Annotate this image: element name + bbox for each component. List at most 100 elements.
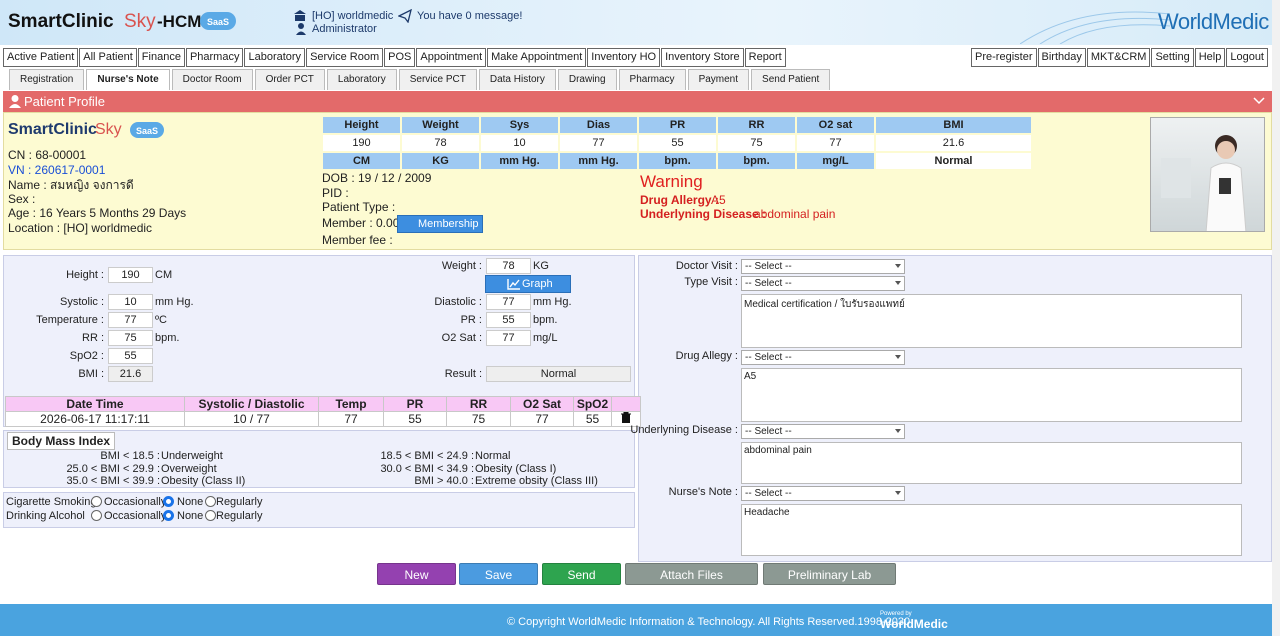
action-button[interactable]: Preliminary Lab [763,563,896,585]
drug-allergy-label: Drug Allergy : [640,193,719,207]
membership-button[interactable]: Membership [397,215,483,233]
field-label: Height : [66,269,104,281]
menu-item[interactable]: POS [384,48,416,67]
select[interactable]: -- Select -- [741,259,905,274]
field-label: RR : [82,332,104,344]
menu-item[interactable]: Finance [137,48,185,67]
tab[interactable]: Service PCT [398,69,477,90]
field-input[interactable]: 77 [108,312,153,328]
branch-icon [294,10,306,21]
table-row: Height Weight Sys Dias PR RR O2 sat BMI [321,115,1033,135]
table-row: Date Time Systolic / Diastolic Temp PR RR O2 … [5,396,641,412]
table-cell: Normal [874,151,1033,171]
menu-item[interactable]: Pharmacy [185,48,244,67]
graph-button[interactable]: Graph [485,275,571,293]
tab[interactable]: Payment [687,69,750,90]
tab[interactable]: Laboratory [326,69,397,90]
menu-item[interactable]: Active Patient [3,48,79,67]
action-button[interactable]: Send [542,563,621,585]
table-cell: 77 [795,133,876,153]
select[interactable]: -- Select -- [741,486,905,501]
menu-item[interactable]: Inventory HO [587,48,661,67]
tab[interactable]: Pharmacy [618,69,686,90]
menu-item[interactable]: Service Room [306,48,384,67]
table-cell: 10 [479,133,560,153]
action-button[interactable]: Save [459,563,538,585]
select[interactable]: -- Select -- [741,424,905,439]
select[interactable]: -- Select -- [741,350,905,365]
tab[interactable]: Data History [478,69,556,90]
table-cell: O2 sat [795,115,876,135]
profile-title: Patient Profile [24,94,105,109]
textarea[interactable]: Headache [741,504,1242,556]
delete-cell[interactable] [611,411,641,427]
field-input[interactable]: 75 [108,330,153,346]
collapse-icon[interactable] [1253,96,1265,106]
radio[interactable] [91,510,102,521]
table-cell: 2026-06-17 11:17:11 [5,411,185,427]
profile-brand-sky: Sky [95,121,122,138]
menu-item[interactable]: Laboratory [244,48,306,67]
patient-name: Name : สมหญิง จงการดี [8,178,134,192]
tab[interactable]: Nurse's Note [86,69,170,90]
field-input[interactable]: 10 [108,294,153,310]
menu-item[interactable]: Birthday [1037,48,1086,67]
radio[interactable] [205,496,216,507]
menu-item[interactable]: Appointment [416,48,487,67]
field-label: Weight : [441,260,482,272]
powered-by: Powered by [880,611,912,617]
radio-label: Occasionally [104,496,167,508]
tab[interactable]: Send Patient [751,69,831,90]
bmi-range: 35.0 < BMI < 39.9 : [66,475,160,487]
table-cell: 21.6 [874,133,1033,153]
textarea[interactable]: A5 [741,368,1242,422]
menu-item[interactable]: All Patient [79,48,137,67]
patient-dob: DOB : 19 / 12 / 2009 [322,171,432,185]
field-unit: mg/L [533,332,558,344]
radio-label: Occasionally [104,510,167,522]
menu-item[interactable]: MKT&CRM [1086,48,1151,67]
table-cell: 55 [383,411,447,427]
tab[interactable]: Doctor Room [171,69,253,90]
menu-item[interactable]: Pre-register [971,48,1037,67]
radio[interactable] [205,510,216,521]
field-input[interactable]: 77 [486,330,531,346]
menu-item[interactable]: Make Appointment [487,48,587,67]
field-input[interactable]: Normal [486,366,631,382]
field-input[interactable]: 21.6 [108,366,153,382]
footer-bar [0,604,1272,636]
tab[interactable]: Registration [9,69,85,90]
brand-suffix: -HCMS [157,12,213,31]
select[interactable]: -- Select -- [741,276,905,291]
field-input[interactable]: 55 [108,348,153,364]
menu-item[interactable]: Inventory Store [661,48,744,67]
action-button[interactable]: New [377,563,456,585]
textarea[interactable]: Medical certification / ใบรับรองแพทย์ [741,294,1242,348]
bmi-title: Body Mass Index [7,432,116,450]
textarea[interactable]: abdominal pain [741,442,1242,484]
select-arrow [895,281,901,285]
patient-vn: VN : 260617-0001 [8,163,106,177]
field-input[interactable]: 78 [486,258,531,274]
bmi-label: Normal [475,450,511,462]
action-button[interactable]: Attach Files [625,563,758,585]
tab[interactable]: Order PCT [254,69,325,90]
radio[interactable] [163,496,174,507]
profile-saas: SaaS [130,122,164,138]
patient-sex: Sex : [8,192,36,206]
trash-icon[interactable] [621,412,631,424]
field-input[interactable]: 77 [486,294,531,310]
field-input[interactable]: 190 [108,267,153,283]
tab[interactable]: Drawing [557,69,617,90]
habits-panel [3,492,635,528]
menu-item[interactable]: Logout [1226,48,1268,67]
scrollbar[interactable] [1272,0,1280,636]
menu-item[interactable]: Setting [1151,48,1194,67]
field-input[interactable]: 55 [486,312,531,328]
radio[interactable] [91,496,102,507]
profile-bar[interactable] [3,91,1272,112]
radio[interactable] [163,510,174,521]
menu-item[interactable]: Help [1194,48,1226,67]
menu-item[interactable]: Report [744,48,786,67]
